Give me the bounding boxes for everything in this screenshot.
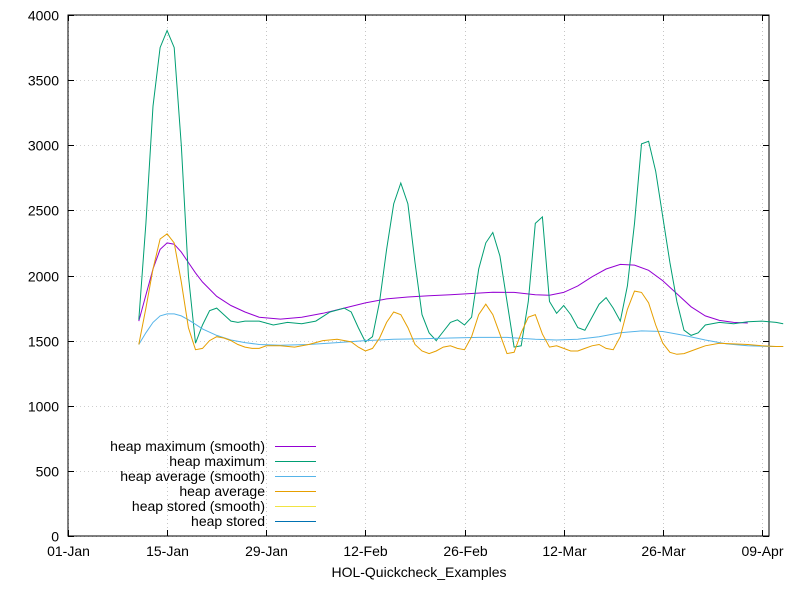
series-line-1 [138, 29, 784, 348]
y-tick-label: 2000 [28, 269, 59, 285]
series-line-3 [138, 233, 784, 355]
x-tick-label: 15-Jan [146, 543, 189, 559]
legend-label: heap maximum [169, 453, 265, 469]
x-tick-label: 26-Mar [641, 543, 686, 559]
legend-label: heap average [179, 483, 265, 499]
series-line-2 [138, 313, 784, 347]
x-tick-label: 09-Apr [741, 543, 783, 559]
x-tick-label: 29-Jan [245, 543, 288, 559]
y-tick-label: 4000 [28, 8, 59, 24]
y-tick-label: 500 [36, 464, 60, 480]
series-line-0 [138, 242, 748, 324]
y-tick-label: 1500 [28, 334, 59, 350]
legend-label: heap stored [191, 513, 265, 529]
legend-label: heap average (smooth) [120, 468, 265, 484]
plot-frame [67, 14, 770, 537]
y-tick-label: 2500 [28, 203, 59, 219]
x-tick-label: 26-Feb [443, 543, 488, 559]
tick-labels: 01-Jan 15-Jan 29-Jan 12-Feb 26-Feb 12-Mar 26-M… [28, 8, 784, 560]
x-tick-label: 12-Feb [343, 543, 388, 559]
y-tick-label: 3500 [28, 73, 59, 89]
series-lines [138, 29, 784, 355]
y-tick-label: 3000 [28, 138, 59, 154]
legend-label: heap maximum (smooth) [110, 438, 265, 454]
axes [67, 14, 770, 537]
x-tick-label: 12-Mar [542, 543, 587, 559]
y-tick-label: 0 [51, 529, 59, 545]
legend-label: heap stored (smooth) [132, 498, 265, 514]
x-axis-label: HOL-Quickcheck_Examples [331, 564, 506, 580]
x-tick-label: 01-Jan [47, 543, 90, 559]
y-tick-label: 1000 [28, 399, 59, 415]
